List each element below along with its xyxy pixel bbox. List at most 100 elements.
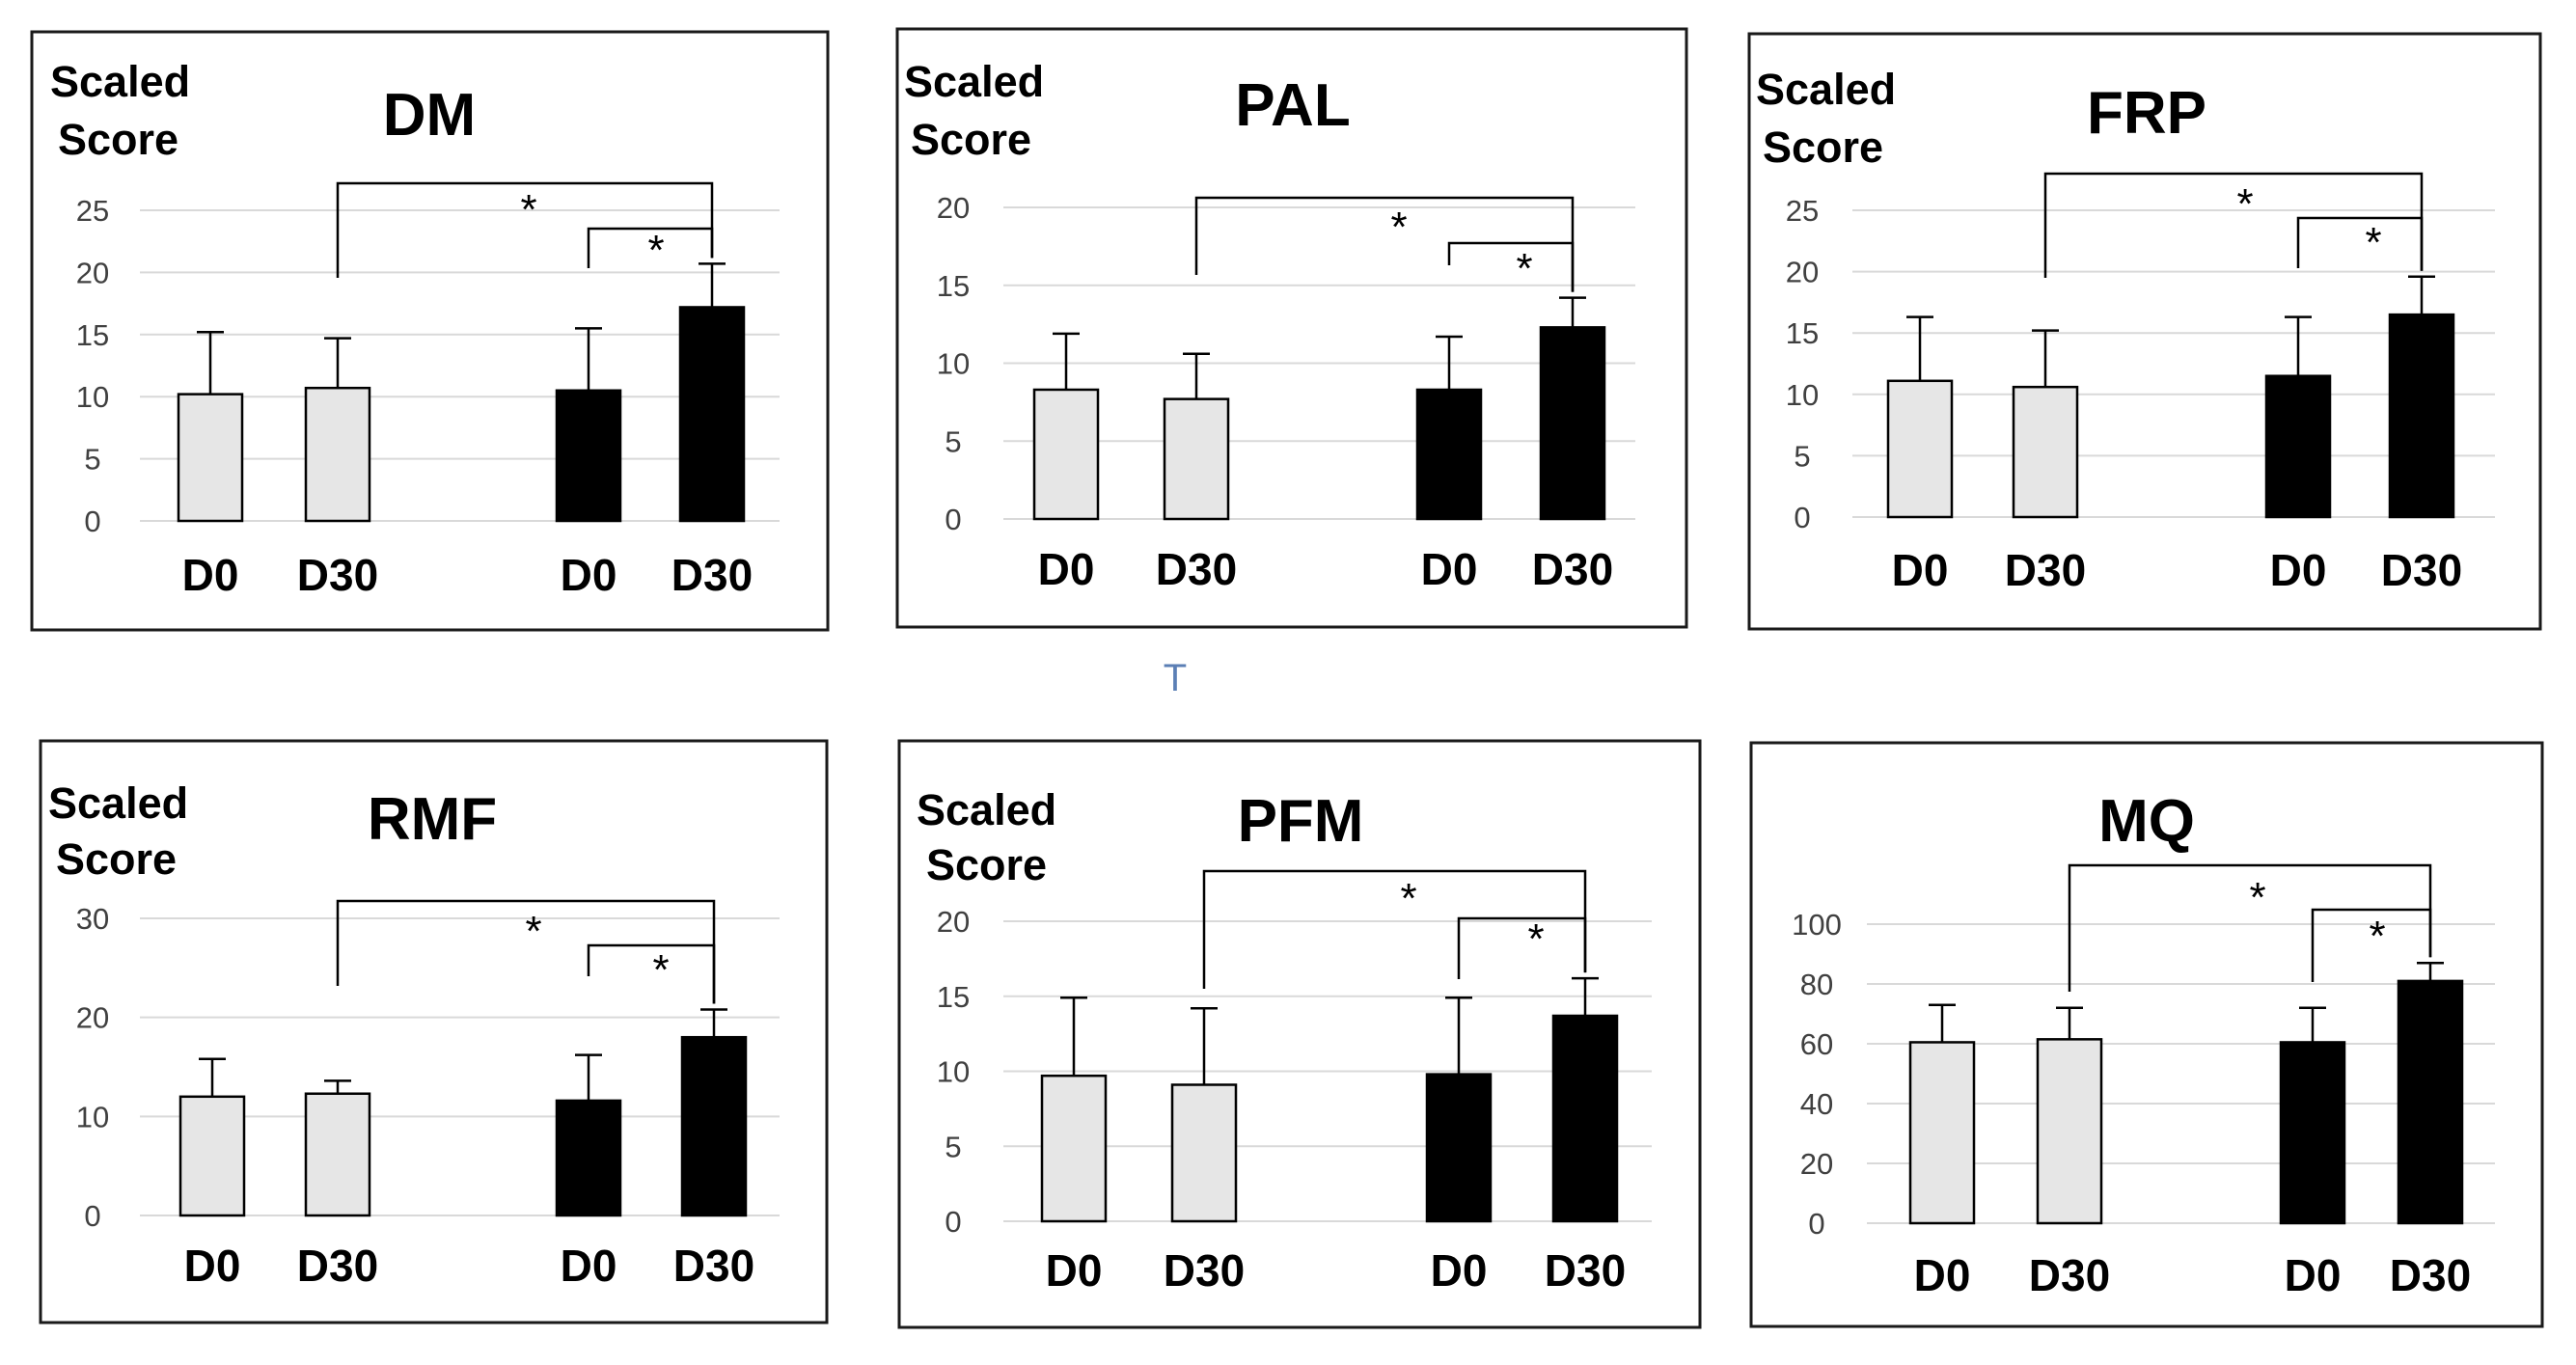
- y-tick-label: 20: [76, 256, 109, 289]
- significance-marker: *: [1527, 915, 1544, 963]
- chart-title: PAL: [1235, 72, 1350, 139]
- bar: [1539, 326, 1606, 521]
- y-tick-label: 0: [84, 1199, 100, 1233]
- y-tick-label: 0: [945, 503, 961, 536]
- x-category-label: D0: [1038, 544, 1095, 594]
- bar: [1886, 379, 1954, 519]
- bar: [1551, 1014, 1619, 1223]
- y-tick-label: 0: [1794, 501, 1810, 534]
- bar: [1425, 1073, 1493, 1223]
- y-tick-label: 0: [945, 1205, 961, 1239]
- significance-marker: *: [525, 908, 541, 955]
- bar: [304, 1092, 371, 1217]
- y-axis-label: Score: [58, 115, 178, 164]
- y-axis-label: Scaled: [917, 785, 1056, 834]
- bar: [1032, 388, 1100, 521]
- bar: [1908, 1041, 1976, 1225]
- x-category-label: D30: [2381, 545, 2462, 595]
- significance-marker: *: [1516, 245, 1532, 292]
- x-category-label: D0: [184, 1241, 241, 1291]
- chart-panel-pfm: 0 5 10 15 20 Scaled Score PFM D0 D30 D0 D30 * *: [897, 739, 1702, 1329]
- chart-panel-rmf: 0 10 20 30 Scaled Score RMF D0 D30 D0 D30 * *: [39, 739, 829, 1324]
- y-axis-label: Scaled: [50, 57, 190, 106]
- y-tick-label: 20: [1800, 1147, 1833, 1181]
- y-tick-label: 10: [76, 380, 109, 414]
- x-category-label: D0: [1046, 1245, 1103, 1296]
- significance-marker: *: [520, 186, 536, 233]
- x-category-label: D30: [1156, 544, 1237, 594]
- y-tick-label: 10: [1786, 378, 1819, 412]
- y-axis-label: Scaled: [48, 778, 188, 828]
- significance-marker: *: [1400, 875, 1416, 922]
- significance-bracket: [2311, 908, 2432, 982]
- significance-bracket: [587, 227, 714, 268]
- bar: [680, 1035, 748, 1217]
- y-tick-label: 15: [937, 269, 970, 303]
- y-tick-label: 80: [1800, 968, 1833, 1001]
- y-axis-label: Scaled: [904, 57, 1044, 106]
- bar: [304, 386, 371, 523]
- stray-marker: T: [1164, 657, 1187, 699]
- y-axis-label: Score: [56, 834, 177, 884]
- bar: [1163, 397, 1230, 521]
- x-category-label: D0: [2270, 545, 2327, 595]
- chart-title: DM: [383, 82, 476, 149]
- y-axis-label: Score: [1763, 123, 1883, 172]
- y-tick-label: 5: [1794, 439, 1810, 473]
- x-category-label: D30: [2005, 545, 2086, 595]
- bar: [178, 1095, 246, 1217]
- bar: [177, 393, 244, 523]
- bar: [2279, 1041, 2346, 1225]
- x-category-label: D30: [297, 1241, 378, 1291]
- significance-marker: *: [652, 946, 669, 994]
- chart-panel-mq: 0 20 40 60 80 100 MQ D0 D30 D0 D30 * *: [1749, 741, 2544, 1328]
- x-category-label: D30: [297, 550, 378, 600]
- x-category-label: D0: [1431, 1245, 1488, 1296]
- y-tick-label: 60: [1800, 1027, 1833, 1061]
- x-category-label: D30: [1164, 1245, 1245, 1296]
- x-category-label: D30: [671, 550, 753, 600]
- bar: [2388, 313, 2455, 519]
- significance-bracket: [587, 943, 716, 1004]
- significance-bracket: [1447, 241, 1575, 292]
- x-category-label: D30: [673, 1241, 754, 1291]
- significance-marker: *: [2236, 180, 2253, 228]
- y-tick-label: 30: [76, 902, 109, 936]
- y-tick-label: 25: [76, 194, 109, 228]
- bar: [2036, 1038, 2103, 1225]
- significance-bracket: [336, 181, 714, 278]
- y-tick-label: 100: [1792, 908, 1842, 942]
- y-tick-label: 5: [945, 1130, 961, 1163]
- panel-frame: [39, 739, 829, 1324]
- y-tick-label: 10: [76, 1100, 109, 1133]
- bar: [555, 389, 622, 523]
- bar: [2264, 374, 2332, 519]
- x-category-label: D0: [561, 550, 617, 600]
- y-tick-label: 20: [937, 905, 970, 939]
- y-tick-label: 5: [84, 443, 100, 477]
- x-category-label: D0: [1421, 544, 1478, 594]
- bar: [2397, 979, 2464, 1225]
- y-tick-label: 15: [1786, 316, 1819, 350]
- significance-bracket: [2296, 216, 2424, 271]
- y-tick-label: 20: [1786, 256, 1819, 289]
- bar: [1415, 388, 1483, 521]
- x-category-label: D0: [2285, 1250, 2342, 1300]
- x-category-label: D0: [1914, 1250, 1971, 1300]
- x-category-label: D30: [1545, 1245, 1626, 1296]
- y-tick-label: 15: [937, 980, 970, 1014]
- y-tick-label: 15: [76, 318, 109, 352]
- x-category-label: D30: [2029, 1250, 2110, 1300]
- y-tick-label: 5: [945, 424, 961, 458]
- x-category-label: D0: [182, 550, 239, 600]
- chart-title: FRP: [2087, 80, 2206, 147]
- significance-marker: *: [2249, 874, 2265, 921]
- x-category-label: D30: [1532, 544, 1613, 594]
- chart-panel-frp: 0 5 10 15 20 25 Scaled Score FRP D0 D30 D0 D30 * *: [1747, 32, 2542, 631]
- chart-panel-pal: 0 5 10 15 20 Scaled Score PAL D0 D30 D0 D30 * *: [895, 27, 1688, 629]
- chart-title: MQ: [2098, 788, 2195, 855]
- x-category-label: D30: [2390, 1250, 2471, 1300]
- y-tick-label: 0: [84, 505, 100, 538]
- y-tick-label: 10: [937, 347, 970, 381]
